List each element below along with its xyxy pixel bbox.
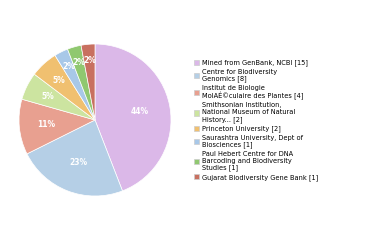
Wedge shape: [19, 99, 95, 154]
Wedge shape: [55, 49, 95, 120]
Wedge shape: [81, 44, 95, 120]
Text: 44%: 44%: [131, 107, 149, 116]
Text: 5%: 5%: [41, 92, 54, 101]
Wedge shape: [34, 55, 95, 120]
Wedge shape: [68, 45, 95, 120]
Text: 2%: 2%: [62, 62, 75, 72]
Text: 2%: 2%: [72, 59, 85, 67]
Wedge shape: [95, 44, 171, 191]
Wedge shape: [27, 120, 122, 196]
Legend: Mined from GenBank, NCBI [15], Centre for Biodiversity
Genomics [8], Institut de: Mined from GenBank, NCBI [15], Centre fo…: [194, 60, 318, 180]
Text: 2%: 2%: [83, 56, 96, 66]
Text: 11%: 11%: [37, 120, 55, 129]
Text: 23%: 23%: [70, 158, 87, 167]
Wedge shape: [22, 74, 95, 120]
Text: 5%: 5%: [53, 76, 65, 85]
